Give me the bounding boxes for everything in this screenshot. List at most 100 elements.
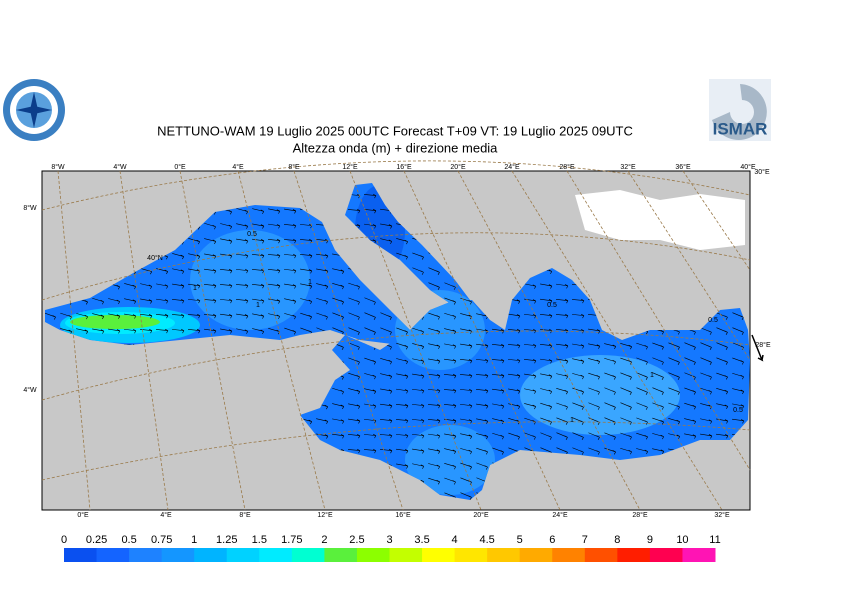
arrow (444, 448, 457, 455)
arrow (396, 403, 409, 409)
arrow (124, 283, 137, 290)
arrow (204, 313, 217, 319)
arrow (140, 283, 153, 290)
arrow (236, 328, 249, 334)
arrow (380, 448, 393, 454)
colorbar-label: 0.5 (121, 534, 136, 546)
arrow (236, 253, 249, 259)
colorbar-label: 4.5 (480, 534, 495, 546)
arrow (556, 373, 569, 380)
arrow (220, 268, 233, 274)
contour-label: 1 (650, 372, 654, 379)
arrow (140, 328, 153, 334)
arrow (396, 388, 409, 394)
colorbar-swatch (682, 548, 716, 562)
arrow (732, 403, 745, 409)
arrow (316, 253, 329, 259)
colorbar-swatch (552, 548, 586, 562)
arrow (348, 297, 360, 305)
arrow (540, 417, 552, 425)
arrow (444, 462, 457, 470)
arrow (588, 372, 600, 380)
arrow (348, 388, 361, 395)
arrow (540, 313, 553, 319)
arrow (428, 418, 441, 424)
arrow (172, 298, 185, 304)
arrow (460, 373, 473, 379)
arrow (364, 357, 376, 365)
arrow (300, 312, 312, 320)
arrow (332, 283, 345, 290)
arrow (684, 342, 696, 350)
colorbar-swatch (226, 548, 260, 562)
arrow (364, 312, 376, 320)
arrow (604, 357, 616, 365)
arrow (428, 463, 441, 470)
contour-label: 0.5 (247, 231, 257, 238)
logo-text: ISMAR (713, 119, 768, 138)
arrow (588, 343, 601, 349)
arrow (268, 283, 281, 289)
contour-label: 0.5 (733, 407, 743, 414)
subtitle: Altezza onda (m) + direzione media (293, 140, 499, 155)
arrow (92, 328, 105, 334)
arrow (412, 267, 424, 275)
arrow (684, 357, 696, 365)
lon-label: 20°E (450, 163, 466, 171)
arrow (460, 462, 472, 470)
colorbar-swatch (389, 548, 423, 562)
arrow (668, 372, 680, 380)
arrow (156, 328, 169, 334)
arrow (524, 403, 537, 410)
arrow (476, 462, 488, 470)
arrow (316, 312, 328, 320)
arrow (460, 343, 473, 349)
arrow (204, 298, 217, 304)
arrow (444, 297, 456, 305)
lon-label: 0°E (174, 163, 186, 171)
arrow (652, 387, 664, 395)
arrow (220, 313, 233, 319)
arrow (412, 388, 425, 394)
arrow (732, 418, 745, 424)
arrow (444, 388, 457, 394)
arrow (348, 418, 361, 424)
arrow (124, 328, 137, 334)
arrow (364, 223, 377, 229)
colorbar-label: 3.5 (414, 534, 429, 546)
arrow (428, 448, 441, 454)
graticule (41, 160, 751, 511)
colorbar-swatch (291, 548, 325, 562)
arrow (268, 238, 281, 244)
colorbar-swatch (194, 548, 228, 562)
colorbar-swatch (649, 548, 683, 562)
arrow (620, 387, 632, 395)
arrow (76, 313, 89, 320)
arrow (572, 373, 585, 380)
title: NETTUNO-WAM 19 Luglio 2025 00UTC Forecas… (157, 123, 633, 138)
lon-label: 32°E (714, 511, 730, 519)
arrow (540, 388, 553, 395)
arrow (508, 313, 521, 319)
arrow (364, 433, 377, 439)
arrow (751, 334, 764, 362)
arrow (636, 417, 648, 425)
arrow (700, 418, 713, 424)
arrow (348, 448, 361, 454)
arrow (348, 403, 361, 409)
arrow (412, 463, 425, 469)
arrow (412, 373, 425, 379)
arrow (284, 298, 297, 304)
arrow (620, 447, 632, 455)
arrow (732, 372, 744, 380)
arrow (140, 313, 153, 319)
arrow (524, 373, 537, 379)
arrow (428, 388, 441, 394)
arrow (652, 342, 664, 350)
colorbar-label: 9 (647, 534, 653, 546)
arrow (604, 372, 616, 380)
arrow (636, 372, 648, 380)
lon-label: 36°E (675, 163, 691, 171)
arrow (396, 342, 408, 350)
arrow (700, 372, 712, 380)
